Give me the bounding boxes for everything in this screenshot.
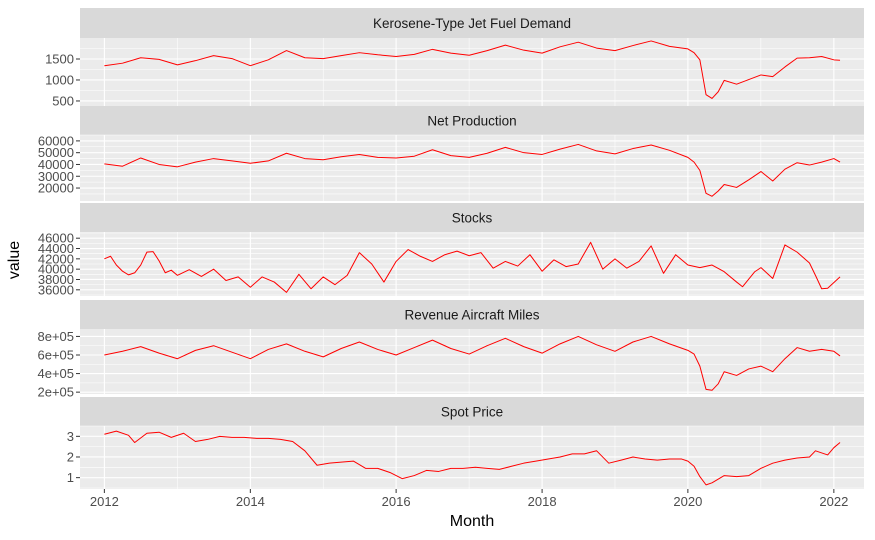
gridlines — [80, 38, 864, 106]
y-tick-label: 4e+05 — [37, 366, 74, 381]
gridlines — [80, 425, 864, 489]
y-tick-label: 44000 — [38, 241, 74, 256]
series-line — [104, 430, 841, 486]
panel-title: Revenue Aircraft Miles — [404, 308, 539, 323]
strip-background — [80, 203, 864, 232]
panel-title: Kerosene-Type Jet Fuel Demand — [373, 16, 571, 31]
panel-4: Revenue Aircraft Miles 2e+05 4e+05 6e+05 8e+… — [37, 300, 864, 400]
y-axis: 500 1000 1500 — [45, 51, 80, 108]
gridlines — [80, 134, 864, 201]
y-tick-label: 8e+05 — [37, 329, 74, 344]
panel-5: Spot Price 1 2 3 — [67, 397, 864, 489]
panel-title: Stocks — [452, 211, 493, 226]
y-axis: 2e+05 4e+05 6e+05 8e+05 — [37, 329, 80, 400]
y-tick-label: 2e+05 — [37, 385, 74, 400]
y-tick-label: 40000 — [38, 262, 74, 277]
y-axis: 1 2 3 — [67, 429, 80, 485]
series-line — [104, 40, 841, 99]
y-tick-label: 40000 — [38, 157, 74, 172]
x-tick-label: 2014 — [236, 494, 265, 509]
x-tick-label: 2016 — [382, 494, 411, 509]
y-tick-label: 6e+05 — [37, 348, 74, 363]
strip-background — [80, 106, 864, 135]
series-line — [104, 241, 841, 293]
y-tick-label: 500 — [52, 93, 74, 108]
y-tick-label: 38000 — [38, 272, 74, 287]
x-tick-label: 2018 — [528, 494, 557, 509]
strip-background — [80, 300, 864, 329]
series-line — [104, 335, 841, 391]
x-tick-label: 2022 — [819, 494, 848, 509]
y-tick-label: 1000 — [45, 72, 74, 87]
panel-background — [80, 329, 864, 394]
y-tick-label: 1 — [67, 470, 74, 485]
strip-background — [80, 8, 864, 38]
strip-background — [80, 397, 864, 426]
y-tick-label: 50000 — [38, 145, 74, 160]
y-tick-label: 20000 — [38, 181, 74, 196]
y-tick-label: 2 — [67, 449, 74, 464]
y-tick-label: 1500 — [45, 51, 74, 66]
x-axis: 2012 2014 2016 2018 2020 2022 — [90, 489, 848, 509]
y-tick-label: 36000 — [38, 282, 74, 297]
panel-background — [80, 135, 864, 201]
x-tick-label: 2012 — [90, 494, 119, 509]
panel-background — [80, 38, 864, 106]
y-tick-label: 3 — [67, 429, 74, 444]
panel-title: Net Production — [427, 114, 516, 129]
y-axis-title: value — [6, 241, 23, 279]
panels-layer: Kerosene-Type Jet Fuel Demand50010001500… — [37, 8, 864, 489]
series-line — [104, 143, 841, 197]
x-tick-label: 2020 — [673, 494, 702, 509]
panel-title: Spot Price — [441, 405, 503, 420]
y-tick-label: 46000 — [38, 231, 74, 246]
y-tick-label: 42000 — [38, 251, 74, 266]
y-tick-label: 30000 — [38, 169, 74, 184]
gridlines — [80, 329, 864, 394]
panel-1: Kerosene-Type Jet Fuel Demand 500 1000 1500 — [45, 8, 864, 108]
x-axis-title: Month — [450, 513, 494, 530]
y-tick-label: 60000 — [38, 133, 74, 148]
